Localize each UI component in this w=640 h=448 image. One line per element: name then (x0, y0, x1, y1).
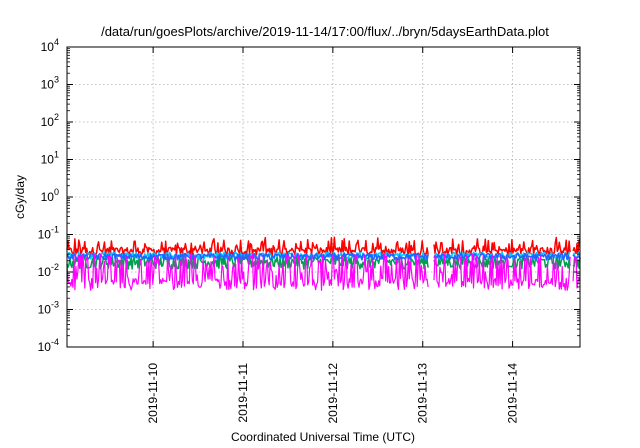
chart-title: /data/run/goesPlots/archive/2019-11-14/1… (101, 24, 549, 39)
x-tick-label: 2019-11-10 (146, 363, 160, 424)
y-tick-label: 10-3 (38, 300, 59, 317)
series-group (66, 236, 581, 291)
y-tick-label: 102 (41, 112, 59, 129)
grid (67, 47, 580, 347)
y-tick-label: 10-1 (38, 225, 59, 242)
y-tick-label: 100 (41, 187, 59, 204)
y-tick-label: 10-4 (38, 337, 59, 354)
x-tick-label: 2019-11-12 (326, 363, 340, 424)
x-tick-label: 2019-11-13 (416, 363, 430, 424)
x-tick-label: 2019-11-11 (236, 363, 250, 423)
series-line (66, 252, 581, 261)
x-axis-label: Coordinated Universal Time (UTC) (231, 430, 415, 444)
y-axis: 10-4 10-3 10-2 10-1 100 101 102 103 104 (38, 37, 580, 354)
y-tick-label: 101 (41, 150, 59, 167)
x-tick-label: 2019-11-14 (506, 363, 520, 424)
series-line (66, 253, 581, 291)
y-axis-label: cGy/day (13, 175, 27, 219)
y-tick-label: 103 (41, 75, 59, 92)
y-tick-label: 104 (41, 37, 59, 54)
series-line (66, 236, 581, 256)
x-axis: 2019-11-10 2019-11-11 2019-11-12 2019-11-13… (146, 47, 520, 424)
y-tick-label: 10-2 (38, 262, 59, 279)
